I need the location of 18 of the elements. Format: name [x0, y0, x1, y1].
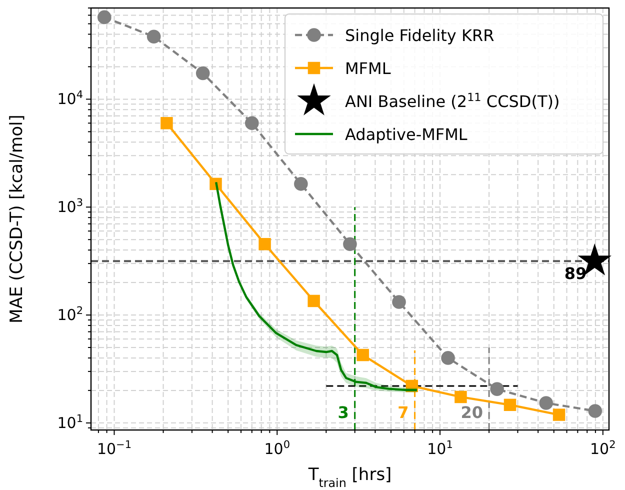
x-tick-label: 10$^{1}$	[427, 439, 453, 458]
legend-label: Adaptive-MFML	[345, 125, 468, 144]
x-tick-label: 10$^{−1}$	[96, 439, 132, 458]
y-tick-label: 10$^{2}$	[57, 305, 83, 324]
annotation: 7	[398, 403, 409, 422]
y-axis-title: MAE (CCSD-T) [kcal/mol]	[7, 114, 27, 324]
annotation: 89	[564, 264, 587, 284]
y-tick-label: 10$^{1}$	[57, 412, 83, 432]
legend-label: Single Fidelity KRR	[345, 26, 494, 45]
annotation: 3	[338, 403, 349, 422]
legend-label: MFML	[345, 59, 391, 78]
annotation: 20	[460, 403, 484, 422]
legend-label: ANI Baseline (2$^{11}$ CCSD(T))	[345, 90, 560, 111]
x-axis-title: T$_{train}$ [hrs]	[307, 465, 392, 490]
y-tick-label: 10$^{4}$	[57, 89, 84, 108]
x-tick-label: 10$^{2}$	[590, 439, 616, 458]
y-tick-label: 10$^{3}$	[57, 197, 83, 216]
x-tick-label: 10$^{0}$	[264, 439, 290, 458]
